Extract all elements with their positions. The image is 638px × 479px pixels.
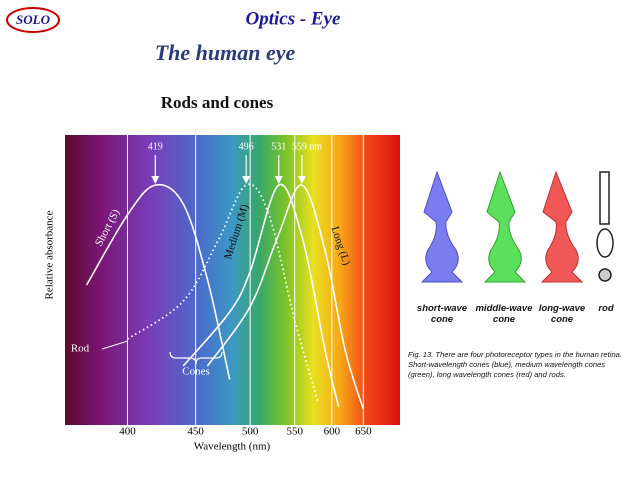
rod-foot — [598, 268, 612, 282]
series-line — [182, 183, 340, 407]
cone-label: middle-wave cone — [475, 303, 533, 325]
y-label: Relative absorbance — [44, 210, 56, 299]
series-label: Rod — [71, 343, 90, 355]
logo: SOLO — [16, 12, 51, 27]
cone-label: short-wave cone — [417, 303, 468, 325]
rod-leader — [101, 340, 129, 350]
peak-label: 559 nm — [292, 141, 323, 152]
chart-title: Rods and cones — [161, 93, 274, 112]
x-tick-label: 500 — [242, 426, 259, 438]
x-tick-label: 450 — [187, 426, 204, 438]
cone-label: rod — [598, 303, 614, 314]
x-label: Wavelength (nm) — [194, 441, 271, 453]
slide-title: Optics - Eye — [246, 8, 342, 29]
long-cone — [540, 170, 584, 283]
logo-frame — [6, 7, 60, 33]
caption: Fig. 13. There are four photoreceptor ty… — [408, 350, 623, 379]
cone-labels: short-wave cone middle-wave cone long-wave co… — [417, 303, 614, 325]
x-tick-label: 550 — [286, 426, 303, 438]
cone-icons — [420, 170, 614, 283]
peak-label: 531 — [271, 141, 286, 152]
short-cone — [420, 170, 464, 283]
peak-arrowhead — [274, 176, 283, 184]
peak-arrowhead — [242, 176, 251, 184]
peak-arrowhead — [151, 176, 160, 184]
x-tick-label: 600 — [324, 426, 341, 438]
series-line — [85, 183, 231, 380]
slide-subtitle: The human eye — [155, 40, 296, 65]
middle-cone — [483, 170, 527, 283]
series-line — [126, 183, 319, 402]
peak-label: 419 — [148, 141, 163, 152]
x-tick-label: 650 — [355, 426, 372, 438]
spectrum — [65, 135, 400, 425]
peak-label: 496 — [239, 141, 254, 152]
rod-body — [596, 228, 614, 258]
rod-shaft — [599, 171, 610, 225]
cone-label: long-wave cone — [539, 303, 586, 325]
series-line — [206, 184, 365, 410]
x-tick-label: 400 — [119, 426, 136, 438]
caption-box: Fig. 13. There are four photoreceptor ty… — [408, 350, 623, 379]
group-label: Cones — [182, 366, 210, 378]
peak-arrowhead — [297, 176, 306, 184]
